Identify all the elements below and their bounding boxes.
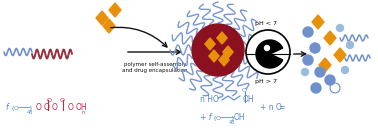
Polygon shape	[319, 58, 331, 72]
Text: pH > 7: pH > 7	[255, 79, 277, 84]
Text: 48: 48	[229, 121, 235, 126]
Text: }: }	[230, 116, 234, 121]
Text: lipase: lipase	[261, 55, 279, 60]
Polygon shape	[223, 46, 233, 58]
Circle shape	[265, 46, 270, 51]
Polygon shape	[219, 54, 229, 66]
Text: =: =	[278, 103, 284, 112]
Polygon shape	[109, 3, 121, 17]
Text: {O: {O	[212, 116, 221, 121]
Circle shape	[192, 24, 244, 76]
Text: O: O	[44, 103, 50, 112]
Circle shape	[347, 41, 353, 48]
Text: f: f	[5, 103, 8, 112]
Text: O: O	[36, 103, 42, 112]
Text: O: O	[68, 103, 74, 112]
Text: + f: + f	[200, 114, 211, 122]
Text: 48: 48	[27, 110, 33, 116]
Circle shape	[336, 25, 344, 32]
Text: O: O	[52, 103, 58, 112]
Circle shape	[246, 30, 290, 74]
Text: O: O	[60, 98, 65, 103]
FancyArrowPatch shape	[111, 27, 167, 47]
Text: pH < 7: pH < 7	[255, 21, 277, 26]
Text: {O: {O	[10, 105, 19, 110]
Polygon shape	[205, 38, 215, 50]
Text: —: —	[23, 103, 31, 112]
Polygon shape	[209, 50, 219, 62]
Text: n HO: n HO	[200, 95, 219, 105]
Text: + n O: + n O	[260, 103, 282, 112]
Polygon shape	[96, 11, 108, 25]
Circle shape	[310, 43, 320, 53]
Text: —: —	[18, 103, 26, 112]
Polygon shape	[312, 15, 324, 29]
Text: O: O	[47, 98, 52, 103]
Text: ——: ——	[220, 114, 235, 122]
Circle shape	[311, 83, 321, 93]
Circle shape	[303, 55, 313, 65]
Circle shape	[302, 69, 308, 76]
Polygon shape	[334, 48, 346, 62]
Polygon shape	[217, 32, 227, 44]
Polygon shape	[324, 31, 336, 45]
Text: }: }	[28, 105, 32, 110]
Circle shape	[315, 67, 325, 77]
Text: polymer self-assembly
and drug encapsulation: polymer self-assembly and drug encapsula…	[122, 62, 188, 73]
Text: OH: OH	[234, 114, 246, 122]
Text: OH: OH	[76, 103, 88, 112]
Circle shape	[325, 75, 335, 85]
Circle shape	[303, 27, 313, 37]
Text: n: n	[82, 110, 85, 116]
Text: OH: OH	[243, 95, 255, 105]
Text: O: O	[242, 88, 247, 93]
Polygon shape	[103, 19, 115, 33]
Circle shape	[341, 67, 349, 74]
Wedge shape	[256, 40, 283, 68]
